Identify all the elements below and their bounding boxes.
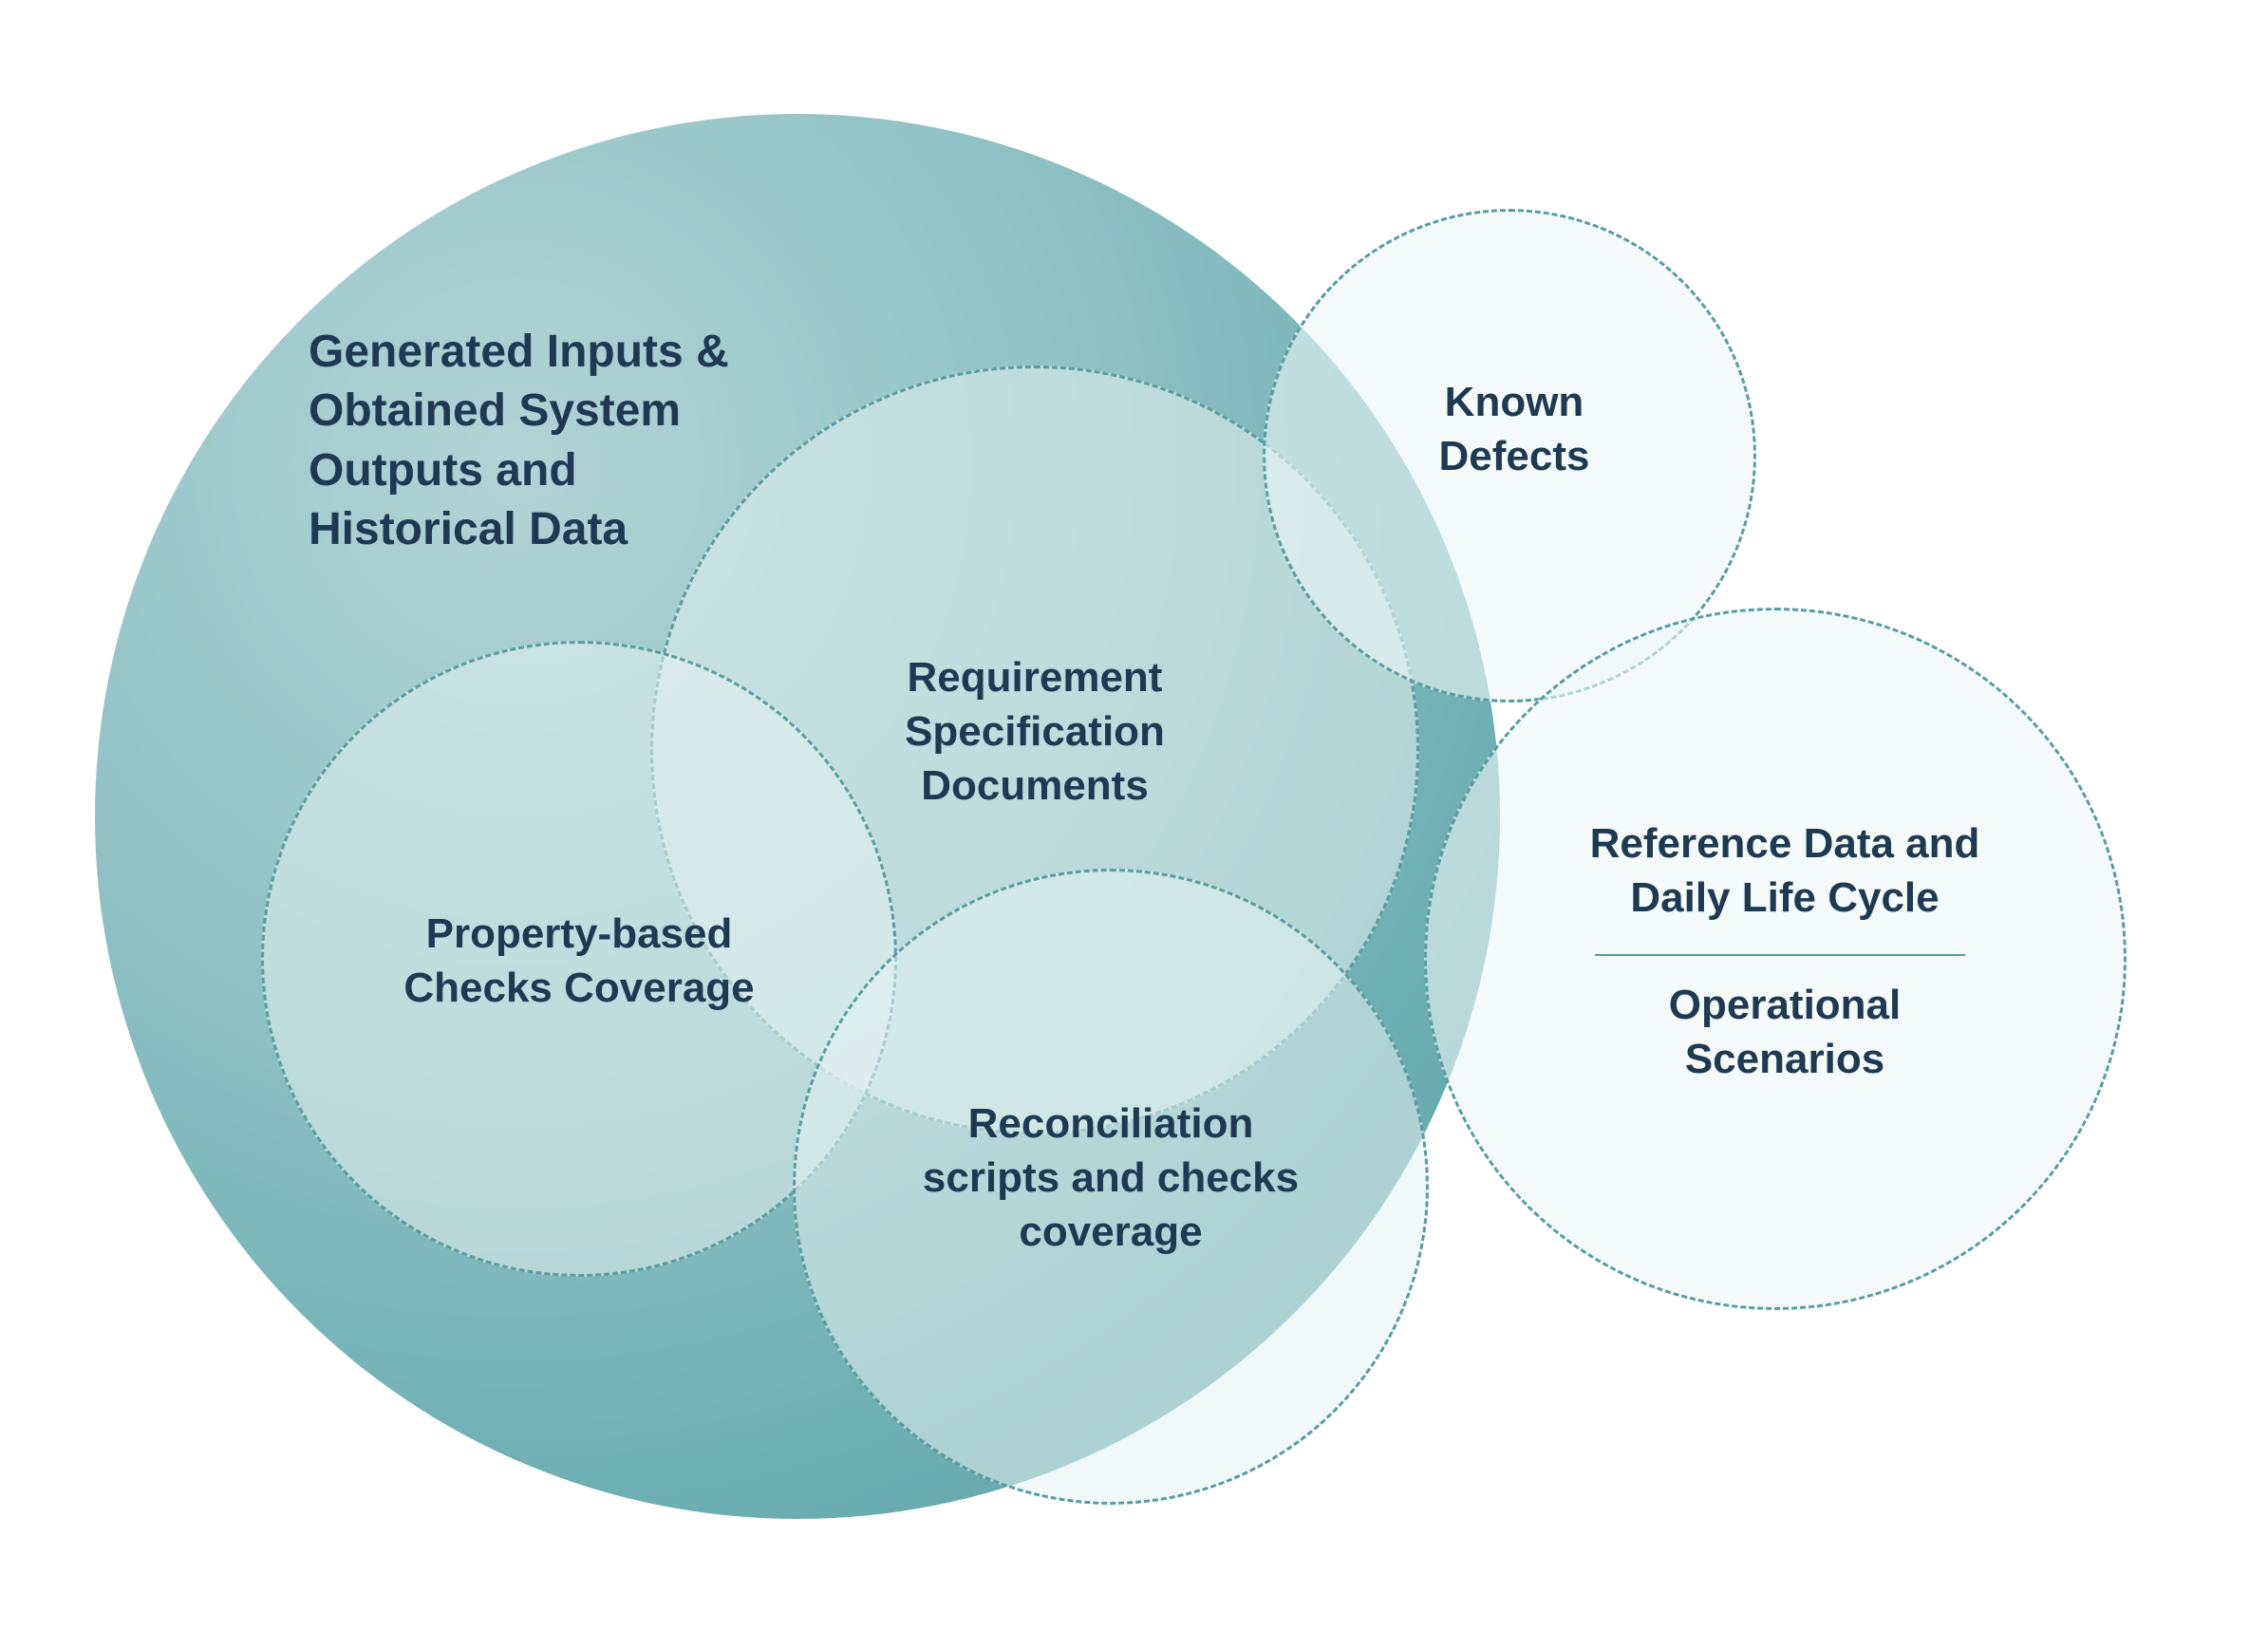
req-label-line2: Specification xyxy=(905,708,1165,755)
reference-data-label-top: Reference Data and Daily Life Cycle xyxy=(1557,816,2013,925)
reference-data-label-bottom: Operational Scenarios xyxy=(1642,978,1927,1086)
main-label-line2: Obtained System xyxy=(309,385,681,436)
recon-label-line2: scripts and checks xyxy=(923,1154,1299,1201)
main-label-line3: Outputs and xyxy=(309,445,577,496)
venn-diagram: Generated Inputs & Obtained System Outpu… xyxy=(0,0,2268,1649)
ref-top-line2: Daily Life Cycle xyxy=(1630,874,1939,921)
reference-data-divider xyxy=(1595,954,1965,956)
recon-label-line3: coverage xyxy=(1019,1209,1202,1255)
known-defects-label: Known Defects xyxy=(1405,375,1623,483)
kd-label-line1: Known xyxy=(1445,379,1584,425)
reconciliation-label: Reconciliation scripts and checks covera… xyxy=(873,1096,1348,1260)
main-label-line1: Generated Inputs & xyxy=(309,327,729,377)
req-label-line3: Documents xyxy=(921,762,1149,809)
ref-bot-line1: Operational xyxy=(1669,982,1902,1028)
req-label-line1: Requirement xyxy=(908,654,1163,701)
prop-label-line1: Property-based xyxy=(426,910,733,957)
property-based-label: Property-based Checks Coverage xyxy=(342,907,816,1015)
prop-label-line2: Checks Coverage xyxy=(403,965,754,1011)
ref-bot-line2: Scenarios xyxy=(1685,1036,1884,1082)
main-circle-label: Generated Inputs & Obtained System Outpu… xyxy=(309,323,729,560)
requirement-spec-label: Requirement Specification Documents xyxy=(854,650,1215,814)
main-label-line4: Historical Data xyxy=(309,504,628,554)
kd-label-line2: Defects xyxy=(1439,433,1590,479)
reference-data-circle xyxy=(1424,608,2127,1310)
ref-top-line1: Reference Data and xyxy=(1590,820,1980,867)
recon-label-line1: Reconciliation xyxy=(968,1100,1254,1147)
